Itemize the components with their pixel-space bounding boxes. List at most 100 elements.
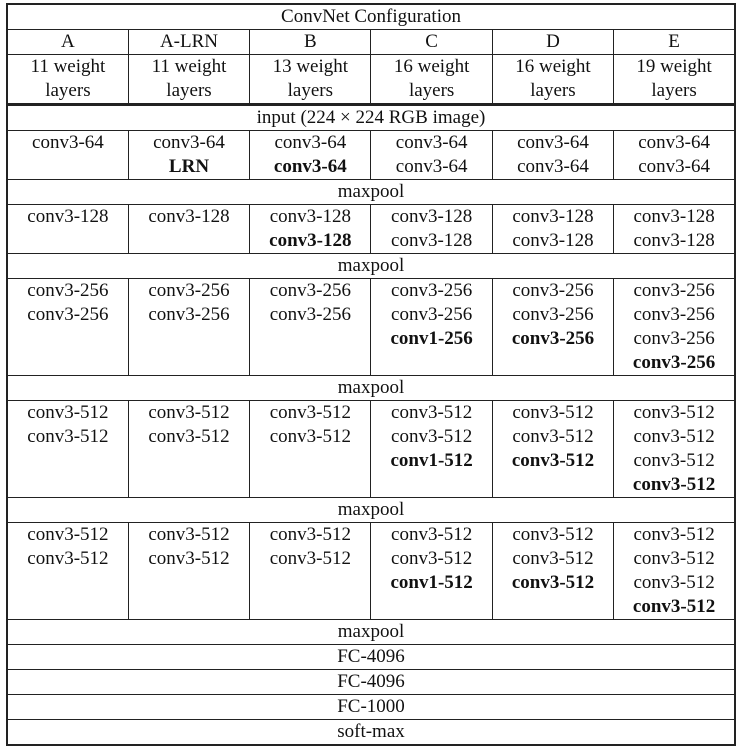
layer: conv3-128 [512, 206, 594, 227]
layer-cell: conv3-512 conv3-512 [249, 400, 372, 498]
layer: conv3-512 [633, 402, 715, 423]
added-layer: conv3-512 [511, 450, 595, 471]
config-depth: 11 weight layers [6, 54, 129, 105]
layer: conv3-256 [269, 280, 351, 301]
layer-cell: conv3-64 conv3-64 [249, 130, 372, 180]
layer: conv3-256 [27, 280, 109, 301]
layer-cell: conv3-512 conv3-512 conv3-512 [491, 522, 615, 620]
layer: conv3-64 [517, 156, 589, 177]
layer: conv3-256 [633, 328, 715, 349]
layer: conv3-64 [517, 132, 589, 153]
layer: conv3-256 [391, 304, 473, 325]
config-depth: 16 weight layers [370, 54, 493, 105]
layer-cell: conv3-64 [6, 130, 129, 180]
layer-row: conv3-512 conv3-512 conv3-512 conv3-512 conv… [6, 522, 736, 620]
depth-label: layers [651, 80, 697, 101]
layer: conv3-512 [391, 426, 473, 447]
layer: conv3-256 [148, 280, 230, 301]
layer-cell: conv3-64 LRN [127, 130, 251, 180]
added-layer: conv3-64 [273, 156, 347, 177]
layer-cell: conv3-128 [6, 204, 129, 254]
layer-cell: conv3-512 conv3-512 [127, 400, 251, 498]
added-layer: conv1-512 [390, 450, 473, 471]
layer: conv3-128 [391, 206, 473, 227]
layer-cell: conv3-512 conv3-512 conv3-512 [491, 400, 615, 498]
maxpool-row: maxpool [6, 179, 736, 205]
added-layer: conv3-512 [511, 572, 595, 593]
layer: conv3-128 [269, 206, 351, 227]
layer-row: conv3-256 conv3-256 conv3-256 conv3-256 conv… [6, 278, 736, 376]
table-title: ConvNet Configuration [6, 3, 736, 30]
layer: conv3-64 [395, 156, 468, 177]
layer-span-cell: soft-max [6, 719, 736, 746]
layer: conv3-512 [269, 402, 351, 423]
layer: conv3-512 [27, 402, 109, 423]
layer-cell: conv3-512 conv3-512 [127, 522, 251, 620]
layer-row: maxpool [6, 179, 736, 205]
added-layer: conv1-256 [390, 328, 473, 349]
depth-label: 16 weight [393, 56, 470, 77]
depth-label: 11 weight [30, 56, 106, 77]
config-depth: 11 weight layers [127, 54, 251, 105]
config-name: A [6, 29, 129, 55]
layer-span-cell: FC-1000 [6, 694, 736, 720]
depth-label: layers [166, 80, 212, 101]
layer-row: conv3-512 conv3-512 conv3-512 conv3-512 conv… [6, 400, 736, 498]
layer-cell: conv3-512 conv3-512 [249, 522, 372, 620]
layer: conv3-512 [269, 524, 351, 545]
added-layer: conv3-128 [269, 230, 352, 251]
layer-row: maxpool [6, 497, 736, 523]
depth-label: layers [408, 80, 455, 101]
config-header-table: ConvNet Configuration A A-LRN B C D E 11 weig… [6, 3, 736, 105]
layer-cell: conv3-128 conv3-128 [613, 204, 736, 254]
layer-row: input (224 × 224 RGB image) [6, 104, 736, 131]
depth-label: 16 weight [515, 56, 591, 77]
layer: conv3-512 [27, 548, 109, 569]
layer: conv3-256 [512, 280, 594, 301]
layer-row: FC-4096 [6, 669, 736, 695]
layer: conv3-512 [148, 548, 230, 569]
maxpool-row: maxpool [6, 253, 736, 279]
depth-label: layers [530, 80, 576, 101]
layer-row: soft-max [6, 719, 736, 746]
layer: conv3-512 [27, 426, 109, 447]
layer: conv3-256 [148, 304, 230, 325]
added-layer: LRN [168, 156, 210, 177]
layer-cell: conv3-256 conv3-256 conv1-256 [370, 278, 493, 376]
depth-label: layers [45, 80, 91, 101]
added-layer: conv1-512 [390, 572, 473, 593]
layer-span-cell: FC-4096 [6, 669, 736, 695]
layer-cell: conv3-512 conv3-512 conv3-512 conv3-512 [613, 522, 736, 620]
layer: conv3-128 [512, 230, 594, 251]
layer: conv3-512 [633, 450, 715, 471]
layer-cell: conv3-512 conv3-512 [6, 400, 129, 498]
layer-row: maxpool [6, 375, 736, 401]
depth-label: layers [287, 80, 333, 101]
layer: conv3-64 [638, 132, 710, 153]
layer: conv3-512 [391, 402, 473, 423]
layer-cell: conv3-128 conv3-128 [491, 204, 615, 254]
config-depth: 19 weight layers [613, 54, 736, 105]
layer-cell: conv3-512 conv3-512 conv3-512 conv3-512 [613, 400, 736, 498]
layer: conv3-128 [391, 230, 473, 251]
depth-label: 19 weight [636, 56, 712, 77]
added-layer: conv3-512 [632, 596, 716, 617]
layer: conv3-256 [27, 304, 109, 325]
layer-cell: conv3-128 conv3-128 [249, 204, 372, 254]
layer: conv3-256 [512, 304, 594, 325]
layer-cell: conv3-256 conv3-256 conv3-256 conv3-256 [613, 278, 736, 376]
layer: conv3-512 [512, 426, 594, 447]
layer: conv3-512 [269, 548, 351, 569]
layer: conv3-512 [633, 548, 715, 569]
layer-cell: conv3-256 conv3-256 [249, 278, 372, 376]
layer-row: conv3-128 conv3-128 conv3-128 conv3-128 conv… [6, 204, 736, 254]
layer: conv3-512 [633, 572, 715, 593]
config-depths-row: 11 weight layers 11 weight layers 13 weight l… [6, 54, 736, 105]
layer: conv3-128 [633, 206, 715, 227]
layer-row: conv3-64 conv3-64 LRN conv3-64 conv3-64 conv3… [6, 130, 736, 180]
layer: conv3-512 [269, 426, 351, 447]
maxpool-row: maxpool [6, 375, 736, 401]
layer-row: maxpool [6, 619, 736, 645]
layer: conv3-128 [27, 206, 109, 227]
layer-row: FC-4096 [6, 644, 736, 670]
